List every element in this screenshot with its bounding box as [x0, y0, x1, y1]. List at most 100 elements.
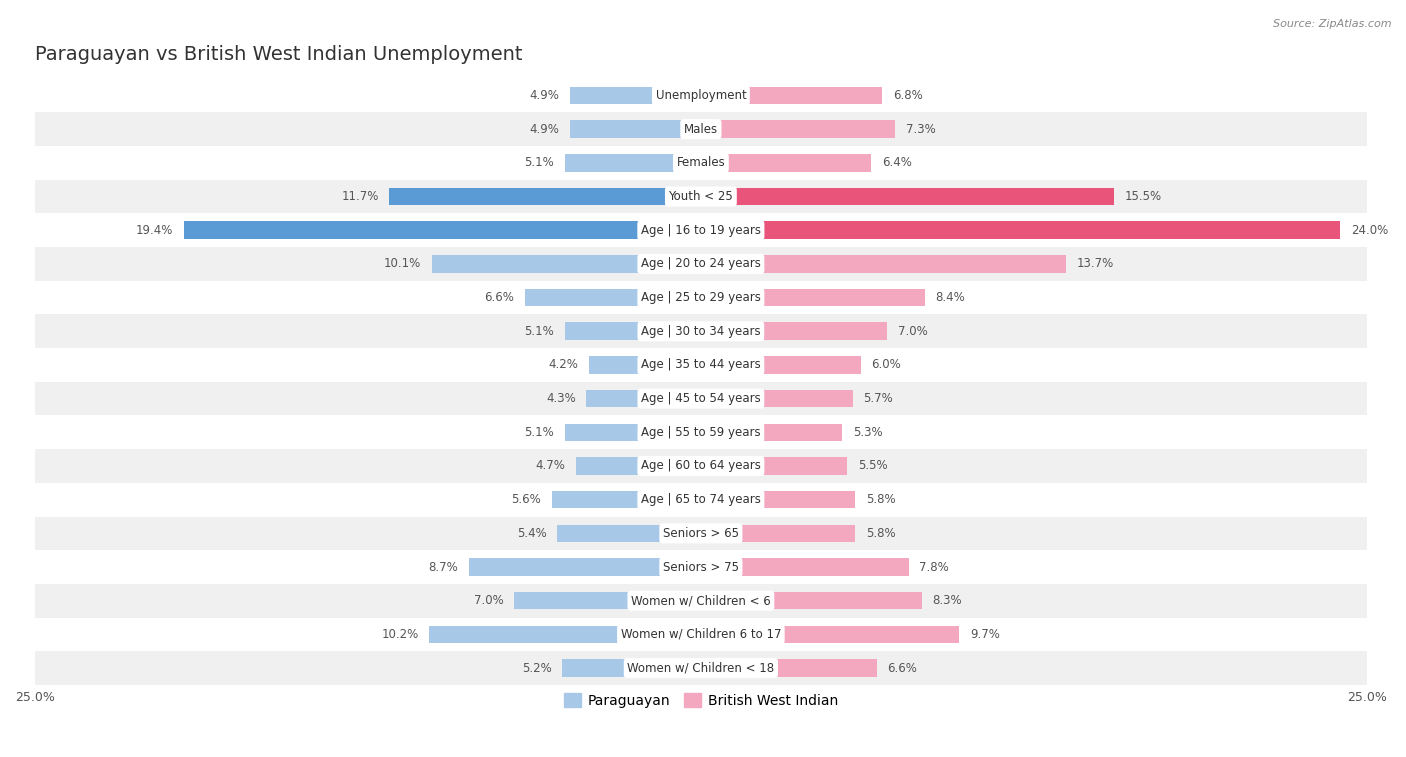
Bar: [35, 618, 1367, 651]
Text: 7.3%: 7.3%: [905, 123, 936, 136]
Text: 4.3%: 4.3%: [546, 392, 575, 405]
Text: 4.9%: 4.9%: [530, 89, 560, 102]
Bar: [575, 457, 700, 475]
Text: 8.4%: 8.4%: [935, 291, 965, 304]
Bar: [700, 289, 925, 307]
Text: Age | 25 to 29 years: Age | 25 to 29 years: [641, 291, 761, 304]
Text: 13.7%: 13.7%: [1077, 257, 1114, 270]
Bar: [35, 416, 1367, 449]
Text: Youth < 25: Youth < 25: [668, 190, 734, 203]
Bar: [389, 188, 700, 205]
Text: Age | 20 to 24 years: Age | 20 to 24 years: [641, 257, 761, 270]
Bar: [700, 558, 908, 576]
Bar: [571, 87, 700, 104]
Bar: [35, 584, 1367, 618]
Bar: [700, 255, 1066, 273]
Text: Unemployment: Unemployment: [655, 89, 747, 102]
Bar: [700, 222, 1340, 239]
Bar: [524, 289, 700, 307]
Bar: [700, 457, 848, 475]
Text: Women w/ Children 6 to 17: Women w/ Children 6 to 17: [620, 628, 782, 641]
Text: 5.8%: 5.8%: [866, 493, 896, 506]
Text: 5.1%: 5.1%: [524, 157, 554, 170]
Text: 5.8%: 5.8%: [866, 527, 896, 540]
Bar: [35, 314, 1367, 348]
Bar: [589, 357, 700, 374]
Bar: [432, 255, 700, 273]
Text: Females: Females: [676, 157, 725, 170]
Legend: Paraguayan, British West Indian: Paraguayan, British West Indian: [558, 687, 844, 713]
Text: Source: ZipAtlas.com: Source: ZipAtlas.com: [1274, 19, 1392, 29]
Bar: [35, 483, 1367, 516]
Text: Age | 30 to 34 years: Age | 30 to 34 years: [641, 325, 761, 338]
Text: Age | 55 to 59 years: Age | 55 to 59 years: [641, 425, 761, 439]
Bar: [700, 525, 855, 542]
Bar: [700, 154, 872, 172]
Text: 6.6%: 6.6%: [887, 662, 917, 674]
Text: 4.7%: 4.7%: [536, 459, 565, 472]
Bar: [35, 146, 1367, 179]
Text: 5.6%: 5.6%: [512, 493, 541, 506]
Text: 6.6%: 6.6%: [485, 291, 515, 304]
Bar: [565, 322, 700, 340]
Text: Women w/ Children < 18: Women w/ Children < 18: [627, 662, 775, 674]
Text: 6.0%: 6.0%: [872, 358, 901, 372]
Text: Age | 16 to 19 years: Age | 16 to 19 years: [641, 224, 761, 237]
Bar: [700, 87, 882, 104]
Bar: [700, 357, 860, 374]
Text: 4.2%: 4.2%: [548, 358, 578, 372]
Text: 19.4%: 19.4%: [136, 224, 173, 237]
Text: 7.0%: 7.0%: [474, 594, 503, 607]
Text: Seniors > 75: Seniors > 75: [662, 560, 740, 574]
Text: Seniors > 65: Seniors > 65: [662, 527, 740, 540]
Text: Age | 60 to 64 years: Age | 60 to 64 years: [641, 459, 761, 472]
Bar: [35, 651, 1367, 685]
Text: Paraguayan vs British West Indian Unemployment: Paraguayan vs British West Indian Unempl…: [35, 45, 523, 64]
Text: 6.8%: 6.8%: [893, 89, 922, 102]
Bar: [35, 516, 1367, 550]
Text: 6.4%: 6.4%: [882, 157, 912, 170]
Bar: [700, 592, 922, 609]
Text: 4.9%: 4.9%: [530, 123, 560, 136]
Text: 5.1%: 5.1%: [524, 425, 554, 439]
Bar: [586, 390, 700, 407]
Bar: [35, 112, 1367, 146]
Bar: [562, 659, 700, 677]
Text: Males: Males: [683, 123, 718, 136]
Bar: [700, 120, 896, 138]
Bar: [470, 558, 700, 576]
Bar: [429, 625, 700, 643]
Text: 15.5%: 15.5%: [1125, 190, 1161, 203]
Text: 7.8%: 7.8%: [920, 560, 949, 574]
Bar: [565, 424, 700, 441]
Bar: [700, 659, 877, 677]
Bar: [551, 491, 700, 509]
Bar: [700, 625, 959, 643]
Text: Women w/ Children < 6: Women w/ Children < 6: [631, 594, 770, 607]
Text: 11.7%: 11.7%: [342, 190, 378, 203]
Bar: [700, 491, 855, 509]
Bar: [515, 592, 700, 609]
Text: 9.7%: 9.7%: [970, 628, 1000, 641]
Bar: [571, 120, 700, 138]
Bar: [35, 213, 1367, 247]
Bar: [35, 348, 1367, 382]
Text: Age | 35 to 44 years: Age | 35 to 44 years: [641, 358, 761, 372]
Bar: [35, 382, 1367, 416]
Bar: [700, 390, 852, 407]
Text: 5.4%: 5.4%: [516, 527, 547, 540]
Bar: [35, 281, 1367, 314]
Bar: [557, 525, 700, 542]
Text: 8.7%: 8.7%: [429, 560, 458, 574]
Text: 5.5%: 5.5%: [858, 459, 887, 472]
Text: 10.1%: 10.1%: [384, 257, 422, 270]
Text: 24.0%: 24.0%: [1351, 224, 1388, 237]
Bar: [35, 449, 1367, 483]
Bar: [35, 247, 1367, 281]
Text: 5.1%: 5.1%: [524, 325, 554, 338]
Bar: [700, 322, 887, 340]
Bar: [565, 154, 700, 172]
Text: 5.7%: 5.7%: [863, 392, 893, 405]
Text: 7.0%: 7.0%: [898, 325, 928, 338]
Text: Age | 65 to 74 years: Age | 65 to 74 years: [641, 493, 761, 506]
